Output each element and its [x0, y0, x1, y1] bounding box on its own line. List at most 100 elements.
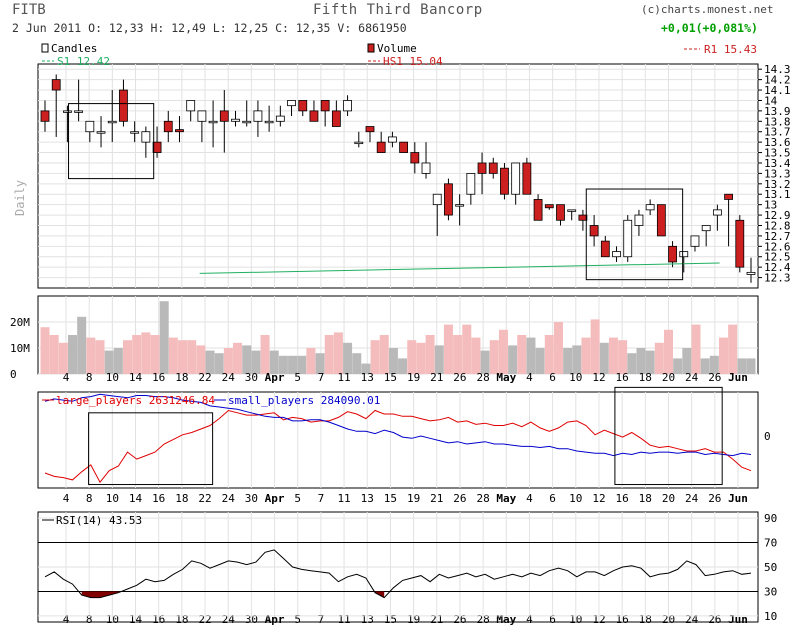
volume-bar — [453, 335, 463, 374]
x-tick-label: 4 — [526, 613, 533, 626]
candle-body — [488, 162, 498, 174]
price-tick-label: 13.7 — [764, 126, 791, 139]
price-tick-label: 12.8 — [764, 219, 791, 232]
candle-body — [712, 209, 722, 216]
volume-bar — [150, 335, 160, 374]
x-tick-label: 15 — [384, 492, 397, 505]
rsi-tick-label: 90 — [764, 512, 777, 525]
price-tick-label: 13.3 — [764, 167, 791, 180]
x-tick-label: Jun — [728, 613, 748, 626]
x-tick-label: 30 — [245, 613, 258, 626]
players-panel-frame — [37, 391, 759, 489]
candle-body — [387, 136, 397, 143]
x-tick-label: 28 — [476, 371, 489, 384]
candle-body — [544, 204, 554, 209]
candles-legend-icon — [41, 43, 49, 53]
price-tick-label: 13.6 — [764, 136, 791, 149]
candle-body — [701, 225, 711, 232]
volume-bar — [416, 342, 426, 374]
candle-body — [533, 199, 543, 221]
candle-body — [119, 89, 128, 122]
x-tick-label: 11 — [337, 492, 350, 505]
rsi-line — [44, 549, 752, 599]
x-tick-label: 24 — [222, 613, 236, 626]
x-tick-label: 19 — [407, 492, 420, 505]
volume-bar — [379, 335, 389, 374]
volume-bar — [407, 340, 417, 374]
players-tick-label: 0 — [764, 430, 771, 443]
x-tick-label: 15 — [384, 613, 397, 626]
volume-legend-label: Volume — [377, 42, 417, 55]
candle-body — [365, 126, 375, 133]
x-tick-label: 18 — [639, 371, 652, 384]
candle-body — [163, 120, 173, 133]
candle-body — [208, 120, 218, 124]
candle-body — [343, 100, 352, 112]
x-tick-label: 16 — [152, 492, 165, 505]
volume-bar — [663, 329, 673, 374]
company-name: Fifth Third Bancorp — [313, 2, 483, 18]
x-tick-label: 26 — [708, 492, 721, 505]
x-tick-label: 4 — [526, 371, 533, 384]
small-players-line — [44, 393, 752, 457]
x-tick-label: 19 — [407, 371, 420, 384]
volume-bar — [361, 363, 371, 374]
volume-bar — [462, 324, 472, 374]
volume-bar — [691, 324, 701, 374]
candle-body — [399, 141, 409, 153]
x-tick-label: 18 — [175, 613, 188, 626]
volume-bar — [590, 319, 600, 374]
candle-body — [522, 162, 532, 195]
x-tick-label: Jun — [728, 371, 748, 384]
x-tick-label: Apr — [265, 371, 285, 384]
x-tick-label: 18 — [175, 492, 188, 505]
x-tick-label: 24 — [685, 613, 699, 626]
candle-body — [40, 110, 50, 122]
volume-bar — [627, 353, 637, 374]
x-tick-label: 6 — [549, 613, 556, 626]
candle-body — [500, 167, 509, 195]
volume-bar — [297, 355, 307, 374]
volume-bar — [251, 350, 261, 374]
volume-bar — [196, 345, 206, 374]
x-tick-label: 18 — [639, 492, 652, 505]
volume-bar — [223, 348, 233, 374]
x-tick-label: 5 — [294, 492, 301, 505]
x-tick-label: 12 — [592, 371, 605, 384]
price-tick-label: 13.4 — [764, 157, 791, 170]
large-players-line — [44, 409, 752, 484]
volume-tick-label: 10M — [10, 342, 30, 355]
volume-bar — [553, 322, 563, 374]
price-tick-label: 13.5 — [764, 147, 791, 160]
x-tick-label: 16 — [152, 371, 165, 384]
volume-bar — [425, 335, 435, 374]
volume-bar — [443, 324, 453, 374]
price-tick-label: 14 — [764, 94, 778, 107]
x-tick-label: 4 — [63, 371, 70, 384]
candle-body — [331, 110, 341, 127]
x-tick-label: 18 — [639, 613, 652, 626]
volume-bar — [214, 353, 224, 374]
highlight-box — [614, 386, 723, 486]
x-tick-label: 24 — [222, 371, 236, 384]
volume-bar — [77, 316, 87, 374]
hs1-legend-label: HS1 15.04 — [383, 55, 443, 68]
volume-bar — [49, 335, 59, 374]
x-tick-label: 10 — [569, 613, 582, 626]
x-tick-label: 14 — [129, 492, 143, 505]
volume-bar — [104, 350, 114, 374]
volume-bar — [508, 345, 518, 374]
price-tick-label: 13.2 — [764, 178, 791, 191]
x-tick-label: Jun — [728, 492, 748, 505]
x-tick-label: 24 — [222, 492, 236, 505]
candle-body — [186, 100, 196, 112]
candle-body — [421, 162, 431, 174]
x-tick-label: 7 — [318, 492, 325, 505]
x-tick-label: May — [496, 613, 516, 626]
volume-bar — [572, 345, 582, 374]
x-tick-label: 16 — [616, 613, 629, 626]
candle-body — [74, 110, 84, 113]
volume-bar — [58, 342, 68, 374]
volume-bar — [86, 337, 96, 374]
